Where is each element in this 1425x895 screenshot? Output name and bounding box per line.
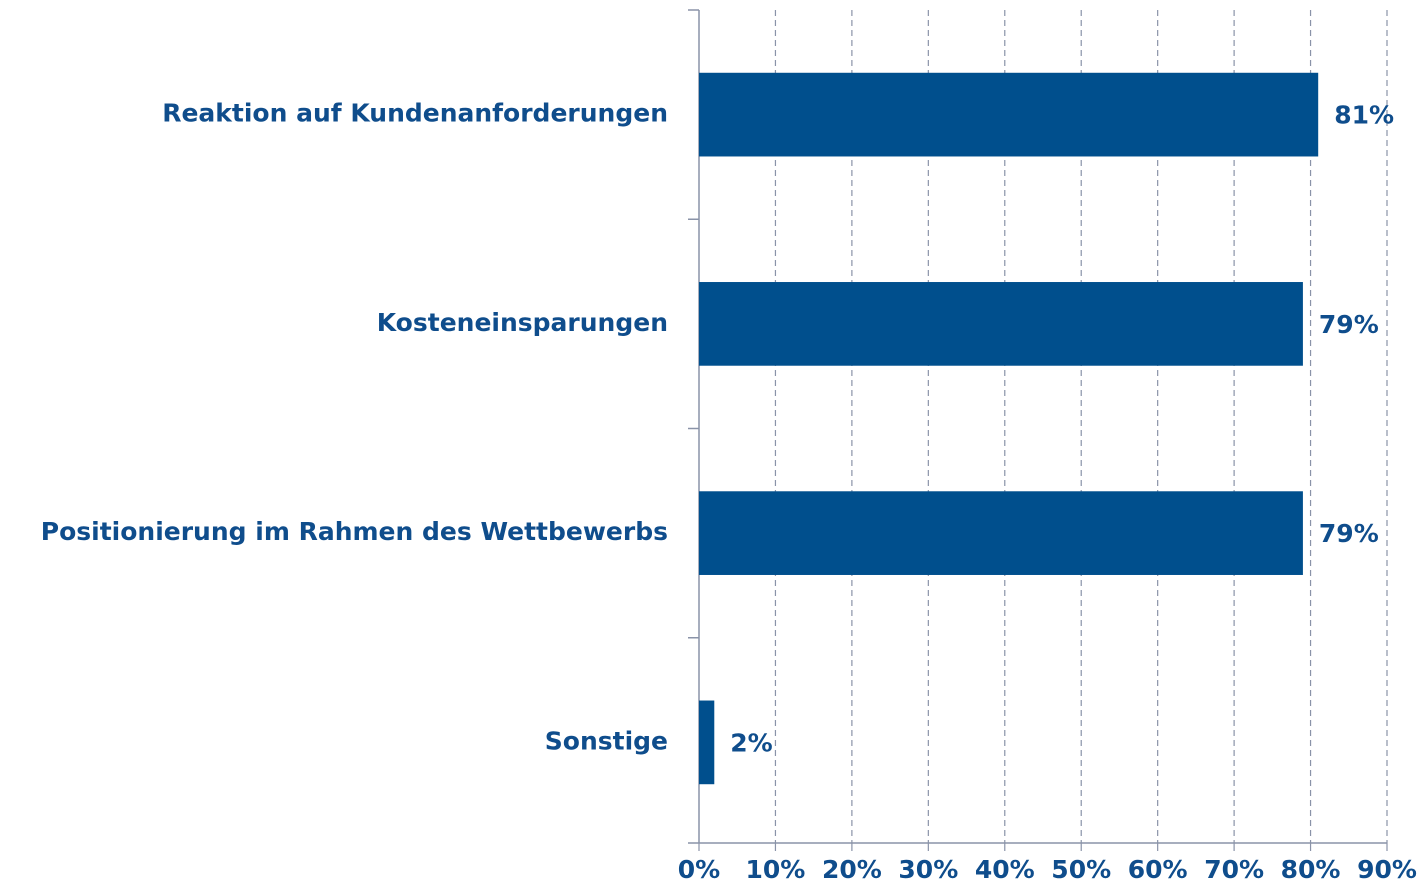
y-tick-label: Positionierung im Rahmen des Wettbewerbs: [41, 517, 668, 546]
y-tick-label: Sonstige: [545, 726, 668, 755]
x-tick-label: 70%: [1204, 855, 1264, 884]
x-tick-label: 60%: [1128, 855, 1188, 884]
data-label: 79%: [1319, 519, 1379, 548]
x-tick-label: 30%: [898, 855, 958, 884]
x-tick-label: 90%: [1357, 855, 1417, 884]
y-tick-label: Reaktion auf Kundenanforderungen: [162, 99, 668, 128]
x-tick-label: 40%: [975, 855, 1035, 884]
data-label: 79%: [1319, 310, 1379, 339]
bar: [699, 282, 1303, 366]
data-label: 2%: [730, 728, 772, 757]
x-tick-label: 50%: [1051, 855, 1111, 884]
bar: [699, 491, 1303, 575]
x-tick-label: 0%: [678, 855, 720, 884]
y-tick-label: Kosteneinsparungen: [377, 308, 668, 337]
bar: [699, 700, 715, 785]
x-tick-label: 80%: [1281, 855, 1341, 884]
bar: [699, 72, 1319, 157]
data-label: 81%: [1334, 101, 1394, 130]
x-tick-label: 20%: [822, 855, 882, 884]
x-tick-label: 10%: [746, 855, 806, 884]
